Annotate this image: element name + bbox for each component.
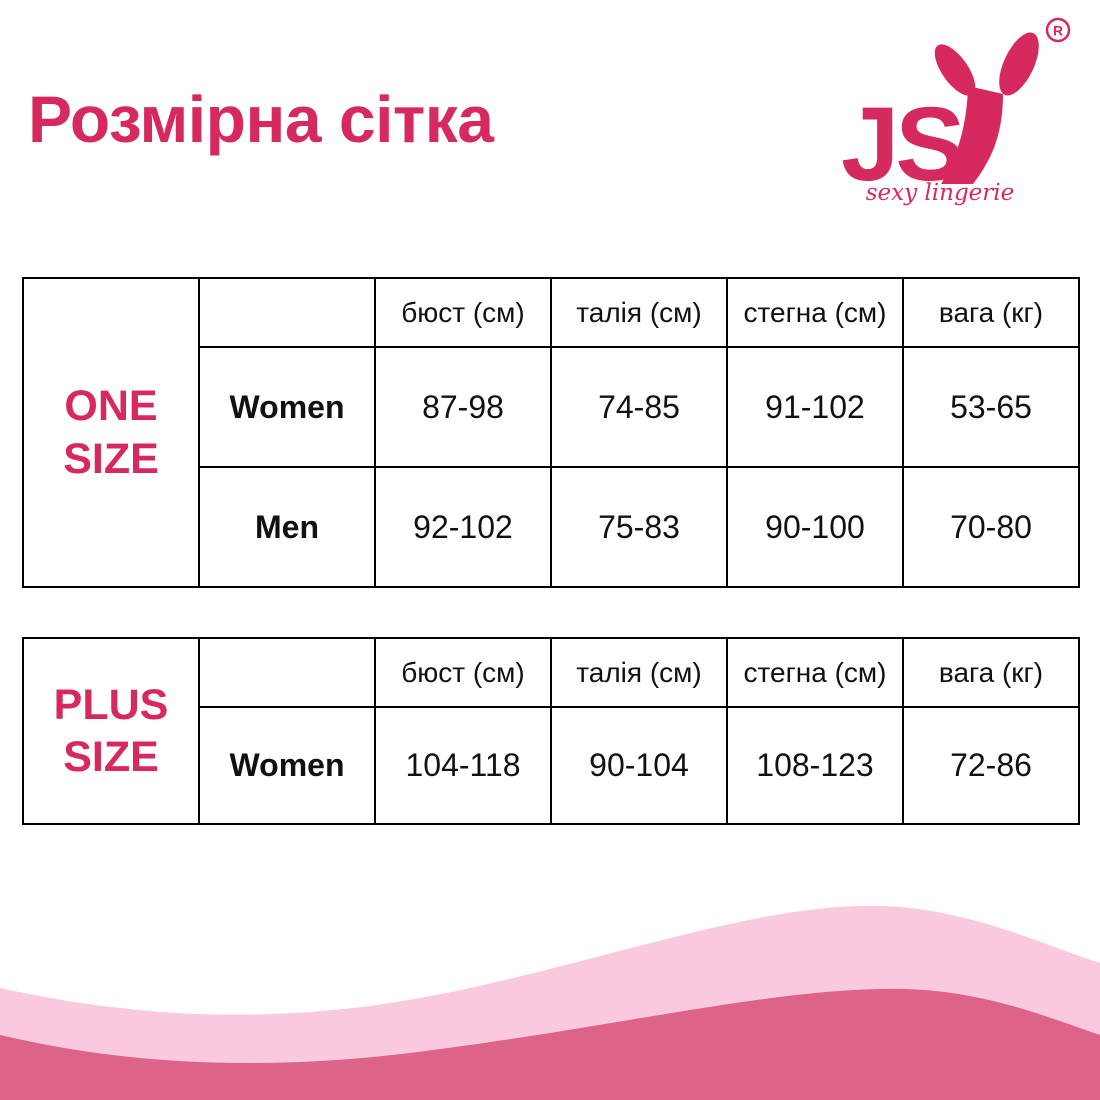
dark-pink-wave	[0, 988, 1100, 1100]
value-women-weight: 53-65	[902, 346, 1080, 468]
row-label-men: Men	[198, 466, 376, 588]
jsy-logo: JS R	[841, 17, 1071, 203]
size-group-label-one-size: ONE SIZE	[22, 277, 200, 588]
column-header-bust: бюст (см)	[374, 277, 552, 348]
row-label-women: Women	[198, 346, 376, 468]
value-men-waist: 75-83	[550, 466, 728, 588]
value-men-hips: 90-100	[726, 466, 904, 588]
column-header-bust: бюст (см)	[374, 637, 552, 708]
empty-corner-cell	[198, 637, 376, 708]
value-women-weight: 72-86	[902, 706, 1080, 825]
value-women-bust: 87-98	[374, 346, 552, 468]
value-men-bust: 92-102	[374, 466, 552, 588]
logo-left-leaf-icon	[934, 44, 976, 96]
value-women-bust: 104-118	[374, 706, 552, 825]
row-label-women: Women	[198, 706, 376, 825]
one-size-women-row: Women 87-98 74-85 91-102 53-65	[23, 346, 1080, 468]
one-size-table: ONE SIZE бюст (см) талія (см) стегна (см…	[22, 277, 1080, 588]
brand-tagline: sexy lingerie	[865, 180, 1015, 206]
value-women-waist: 90-104	[550, 706, 728, 825]
value-women-hips: 91-102	[726, 346, 904, 468]
column-header-weight: вага (кг)	[902, 637, 1080, 708]
value-men-weight: 70-80	[902, 466, 1080, 588]
one-size-header-row: ONE SIZE бюст (см) талія (см) стегна (см…	[22, 277, 1080, 588]
svg-text:R: R	[1053, 23, 1063, 39]
plus-size-women-row: Women 104-118 90-104 108-123 72-86	[23, 706, 1080, 825]
logo-y-stem	[941, 86, 1003, 184]
size-group-label-plus-size: PLUS SIZE	[22, 637, 200, 825]
column-header-waist: талія (см)	[550, 277, 728, 348]
plus-size-table: PLUS SIZE бюст (см) талія (см) стегна (с…	[22, 637, 1080, 825]
registered-trademark-icon: R	[1045, 17, 1071, 43]
value-women-hips: 108-123	[726, 706, 904, 825]
page-title: Розмірна сітка	[28, 82, 494, 156]
plus-size-header-row: PLUS SIZE бюст (см) талія (см) стегна (с…	[22, 637, 1080, 825]
column-header-hips: стегна (см)	[726, 277, 904, 348]
one-size-men-row: Men 92-102 75-83 90-100 70-80	[23, 466, 1080, 588]
logo-right-leaf-icon	[999, 32, 1039, 96]
column-header-hips: стегна (см)	[726, 637, 904, 708]
column-header-weight: вага (кг)	[902, 277, 1080, 348]
empty-corner-cell	[198, 277, 376, 348]
column-header-waist: талія (см)	[550, 637, 728, 708]
value-women-waist: 74-85	[550, 346, 728, 468]
bottom-waves-decoration	[0, 905, 1100, 1100]
